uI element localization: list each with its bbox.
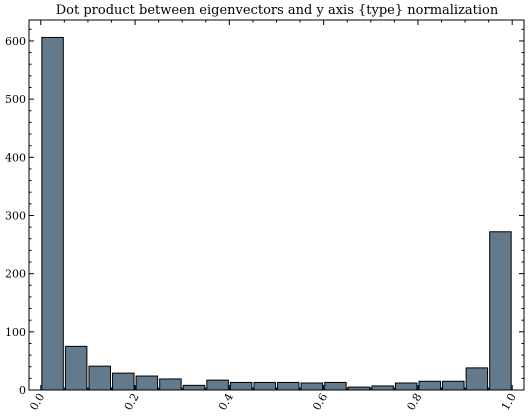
histogram-bar	[300, 382, 324, 391]
histogram-bar	[418, 380, 441, 391]
x-tick-label: 0.2	[122, 391, 142, 413]
histogram-bar	[206, 379, 229, 391]
histogram-bar	[229, 381, 253, 391]
histogram-bar	[41, 36, 64, 391]
histogram-bar	[182, 384, 206, 391]
chart-title: Dot product between eigenvectors and y a…	[56, 3, 499, 18]
histogram-bar	[489, 231, 512, 391]
histogram-bar	[112, 372, 135, 391]
plot-frame	[28, 19, 525, 391]
x-tick-label: 0.0	[27, 391, 47, 413]
y-tick-label: 400	[5, 151, 26, 164]
histogram-bar	[442, 380, 465, 391]
ticks-group	[29, 20, 524, 391]
histogram-bar	[371, 385, 394, 391]
histogram-bar	[465, 367, 489, 391]
x-tick-label: 1.0	[499, 391, 519, 413]
x-tick-label: 0.4	[216, 391, 236, 413]
y-tick-label: 100	[5, 326, 26, 339]
histogram-bar	[64, 345, 88, 391]
y-tick-label: 300	[5, 209, 26, 222]
histogram-bar	[277, 381, 300, 391]
y-tick-label: 200	[5, 268, 26, 281]
histogram-bar	[88, 365, 111, 391]
histogram-bar	[135, 375, 159, 391]
y-tick-label: 600	[5, 35, 26, 48]
histogram-bar	[253, 381, 276, 391]
y-tick-label: 500	[5, 93, 26, 106]
y-tick-label: 0	[19, 384, 26, 397]
bars-group	[41, 36, 512, 391]
histogram-bar	[159, 378, 182, 391]
histogram-bar	[394, 382, 418, 391]
x-tick-label: 0.8	[405, 391, 425, 413]
histogram-bar	[324, 381, 347, 391]
x-tick-label: 0.6	[310, 391, 330, 413]
